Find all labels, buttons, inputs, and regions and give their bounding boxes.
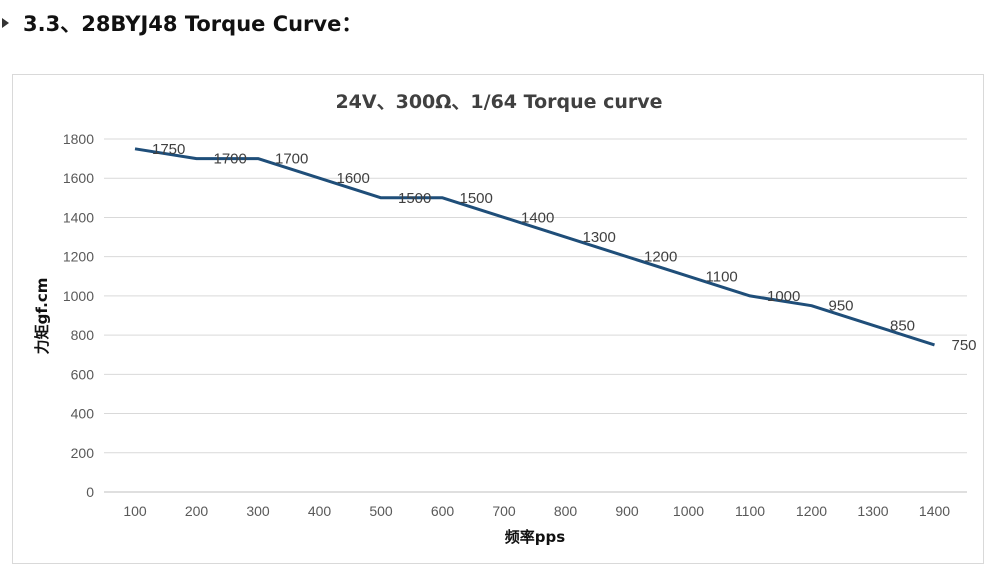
x-tick-label: 800 xyxy=(554,503,578,519)
x-tick-label: 1400 xyxy=(919,503,950,519)
y-tick-label: 1400 xyxy=(63,209,94,225)
data-label: 1700 xyxy=(214,151,247,168)
x-tick-label: 700 xyxy=(492,503,516,519)
data-label: 1300 xyxy=(583,229,616,246)
x-tick-label: 400 xyxy=(308,503,332,519)
y-tick-label: 1800 xyxy=(63,131,94,147)
x-tick-label: 1200 xyxy=(796,503,827,519)
section-heading-text: 3.3、28BYJ48 Torque Curve： xyxy=(23,8,362,38)
y-tick-label: 1600 xyxy=(63,170,94,186)
y-tick-label: 800 xyxy=(71,327,95,343)
x-tick-label: 500 xyxy=(369,503,393,519)
data-label: 1700 xyxy=(275,151,308,168)
chart-container: 24V、300Ω、1/64 Torque curve 0 200 400 600 800… xyxy=(12,74,984,564)
y-tick-label: 400 xyxy=(71,406,95,422)
y-axis-title: 力矩gf.cm xyxy=(33,278,51,355)
data-label: 1500 xyxy=(460,190,493,207)
x-tick-label: 1100 xyxy=(735,503,765,519)
y-axis-ticks: 0 200 400 600 800 1000 1200 1400 1600 1800 xyxy=(63,131,94,500)
x-tick-label: 100 xyxy=(123,503,147,519)
data-label: 1200 xyxy=(644,249,677,266)
x-tick-label: 600 xyxy=(431,503,455,519)
x-tick-label: 900 xyxy=(615,503,639,519)
data-label: 1400 xyxy=(521,209,554,226)
x-tick-label: 300 xyxy=(246,503,270,519)
y-tick-label: 200 xyxy=(71,445,95,461)
x-tick-label: 1300 xyxy=(857,503,888,519)
x-axis-title: 频率pps xyxy=(505,528,565,546)
y-tick-label: 1200 xyxy=(63,249,94,265)
x-tick-label: 1000 xyxy=(673,503,704,519)
arrow-bullet-icon xyxy=(2,18,9,28)
data-label: 1500 xyxy=(398,190,431,207)
data-label: 750 xyxy=(952,337,977,354)
data-label: 1750 xyxy=(152,141,185,158)
data-labels: 1750 1700 1700 1600 1500 1500 1400 1300 1200 1100… xyxy=(152,141,977,354)
data-label: 1000 xyxy=(767,288,800,305)
data-label: 1100 xyxy=(706,268,738,285)
chart-title: 24V、300Ω、1/64 Torque curve xyxy=(335,91,662,113)
data-label: 850 xyxy=(890,317,915,334)
y-tick-label: 600 xyxy=(71,366,95,382)
section-heading: 3.3、28BYJ48 Torque Curve： xyxy=(0,8,362,38)
torque-chart: 24V、300Ω、1/64 Torque curve 0 200 400 600 800… xyxy=(13,75,985,565)
x-tick-label: 200 xyxy=(185,503,209,519)
y-tick-label: 1000 xyxy=(63,288,94,304)
y-tick-label: 0 xyxy=(86,484,94,500)
data-label: 950 xyxy=(829,298,854,315)
data-label: 1600 xyxy=(337,170,370,187)
x-axis-ticks: 100 200 300 400 500 600 700 800 900 1000 1100 1200 1… xyxy=(123,503,950,519)
